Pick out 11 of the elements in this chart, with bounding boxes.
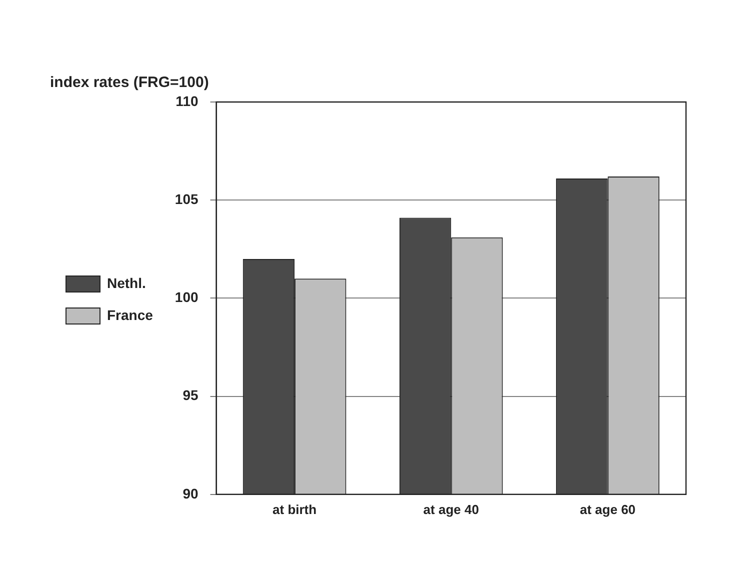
x-tick-label: at age 40	[423, 502, 479, 517]
y-tick-label: 100	[174, 289, 198, 306]
y-tick-label: 110	[176, 92, 198, 109]
y-tick-label: 105	[174, 190, 198, 207]
legend-label: Nethl.	[107, 274, 146, 291]
x-tick-label: at age 60	[580, 502, 636, 517]
y-tick-label: 95	[182, 387, 198, 404]
legend-label: France	[107, 306, 154, 323]
x-tick-label: at birth	[272, 502, 317, 517]
chart-title: index rates (FRG=100)	[50, 74, 209, 92]
y-tick-label: 90	[182, 485, 198, 502]
